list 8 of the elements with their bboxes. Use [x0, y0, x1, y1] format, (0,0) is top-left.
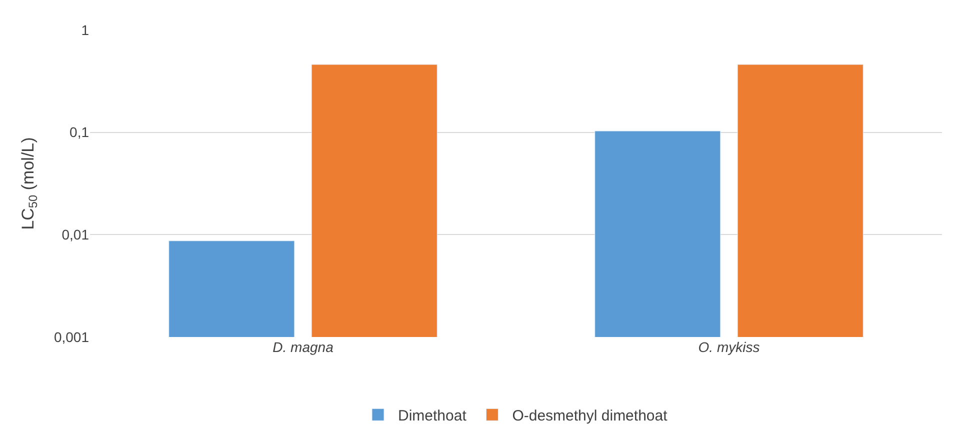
- x-tick-label: O. mykiss: [698, 339, 760, 355]
- x-tick-label: D. magna: [272, 339, 334, 355]
- y-tick-label: 0,01: [62, 226, 90, 243]
- legend-label: O-desmethyl dimethoat: [512, 408, 668, 424]
- y-tick-label: 1: [81, 22, 90, 38]
- y-tick-label: 0,001: [54, 328, 90, 345]
- y-tick-label: 0,1: [70, 124, 90, 140]
- legend-label: Dimethoat: [398, 408, 468, 424]
